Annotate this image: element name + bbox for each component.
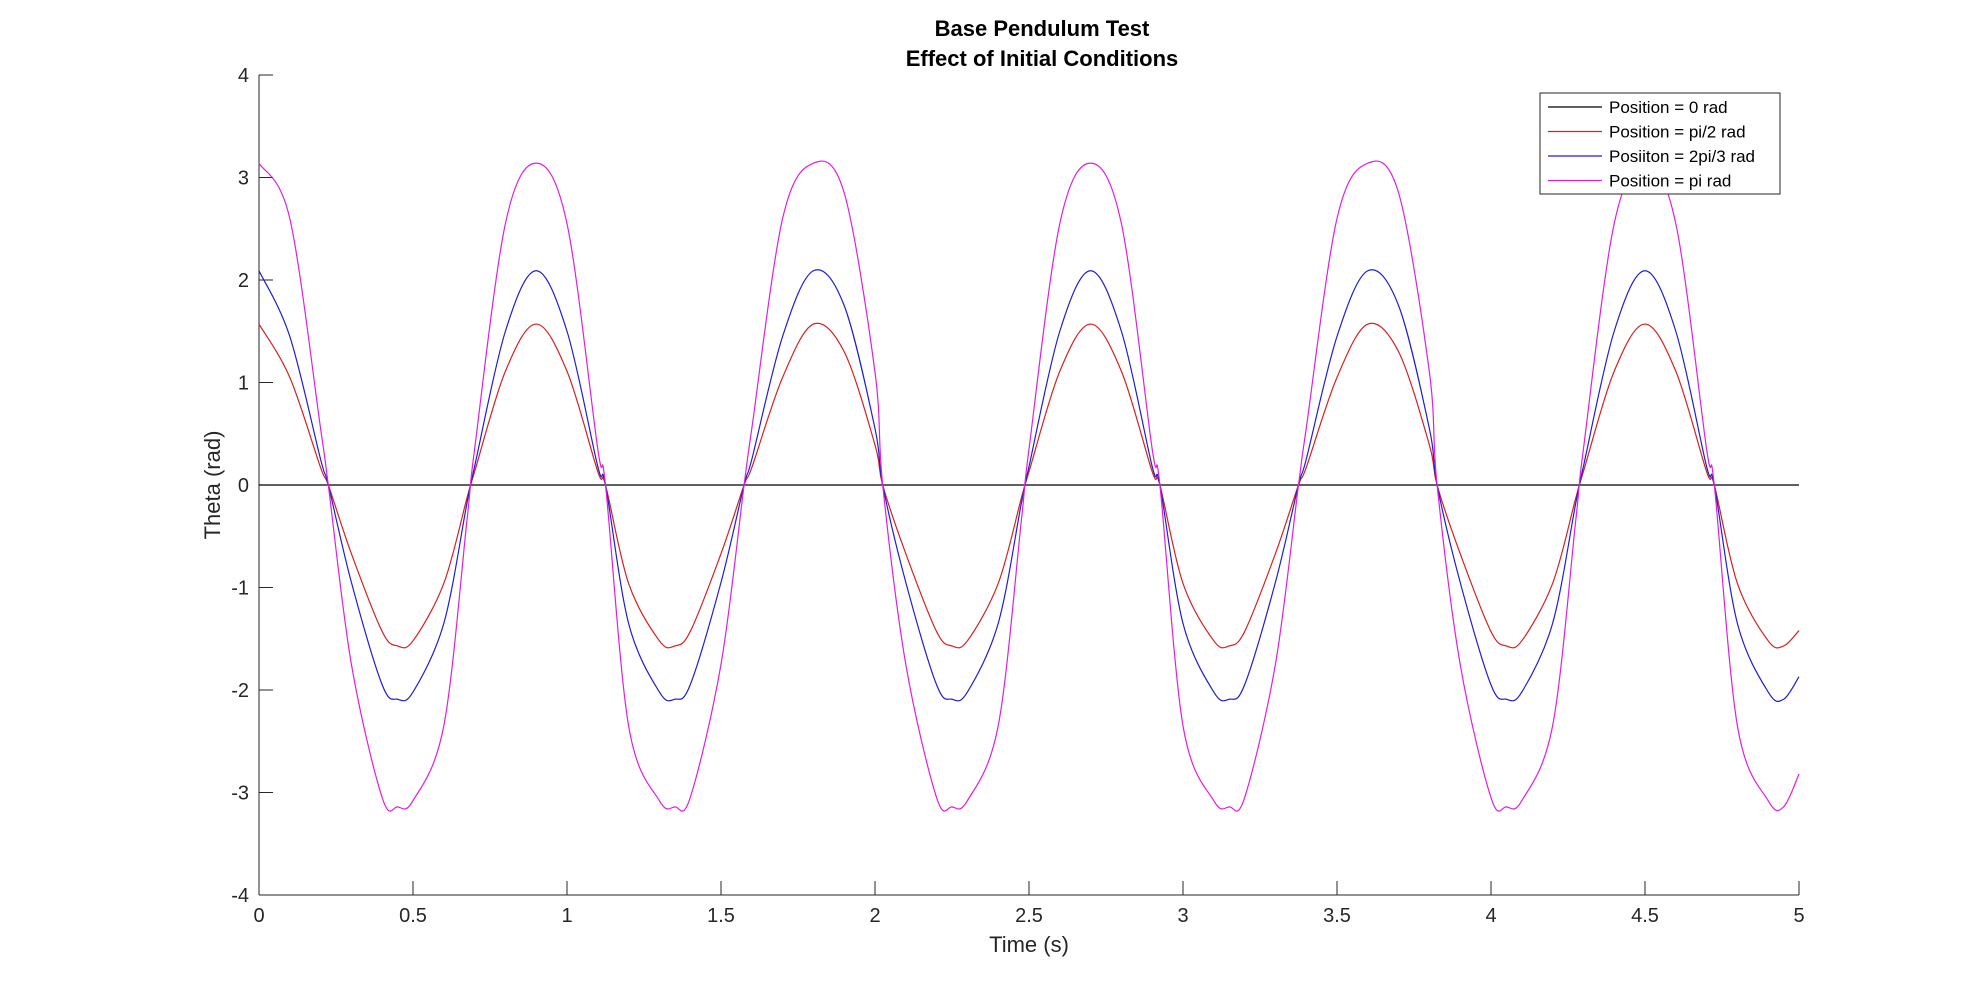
x-tick-label: 3 bbox=[1177, 905, 1188, 927]
chart-title: Base Pendulum Test bbox=[935, 16, 1150, 41]
x-tick-label: 4.5 bbox=[1631, 905, 1659, 927]
legend: Position = 0 rad Position = pi/2 rad Posii… bbox=[1539, 92, 1781, 195]
y-tick-label: -4 bbox=[231, 885, 249, 907]
y-tick-label: 4 bbox=[238, 65, 249, 87]
y-tick-label: 0 bbox=[238, 475, 249, 497]
x-tick-label: 0.5 bbox=[399, 905, 427, 927]
y-tick-label: 3 bbox=[238, 168, 249, 190]
legend-label-1: Position = 0 rad bbox=[1609, 98, 1728, 117]
series-line-4 bbox=[258, 160, 1800, 812]
legend-label-3: Posiiton = 2pi/3 rad bbox=[1609, 147, 1755, 166]
tick-group: 0 0.5 1 1.5 2 2.5 3 3.5 4 4.5 5 -4 -3 -2 -1 0 1 2 3 4 bbox=[231, 65, 1804, 927]
y-tick-label: -1 bbox=[231, 578, 249, 600]
x-axis-title: Time (s) bbox=[989, 932, 1069, 957]
x-tick-label: 1.5 bbox=[707, 905, 735, 927]
plot-area: 0 0.5 1 1.5 2 2.5 3 3.5 4 4.5 5 -4 -3 -2 -1 0 1 2 3 4 bbox=[231, 65, 1804, 927]
x-tick-label: 4 bbox=[1485, 905, 1496, 927]
x-tick-label: 5 bbox=[1793, 905, 1804, 927]
y-tick-label: 1 bbox=[238, 373, 249, 395]
y-axis-title: Theta (rad) bbox=[200, 431, 225, 540]
legend-label-4: Position = pi rad bbox=[1609, 172, 1731, 191]
x-tick-label: 2 bbox=[869, 905, 880, 927]
series-lines bbox=[258, 160, 1800, 812]
y-tick-label: 2 bbox=[238, 270, 249, 292]
legend-box bbox=[1539, 92, 1781, 195]
y-tick-label: -3 bbox=[231, 783, 249, 805]
x-tick-label: 3.5 bbox=[1323, 905, 1351, 927]
x-tick-label: 0 bbox=[253, 905, 264, 927]
legend-label-2: Position = pi/2 rad bbox=[1609, 123, 1746, 142]
x-tick-label: 1 bbox=[561, 905, 572, 927]
x-tick-label: 2.5 bbox=[1015, 905, 1043, 927]
y-tick-label: -2 bbox=[231, 680, 249, 702]
chart-subtitle: Effect of Initial Conditions bbox=[906, 46, 1179, 71]
